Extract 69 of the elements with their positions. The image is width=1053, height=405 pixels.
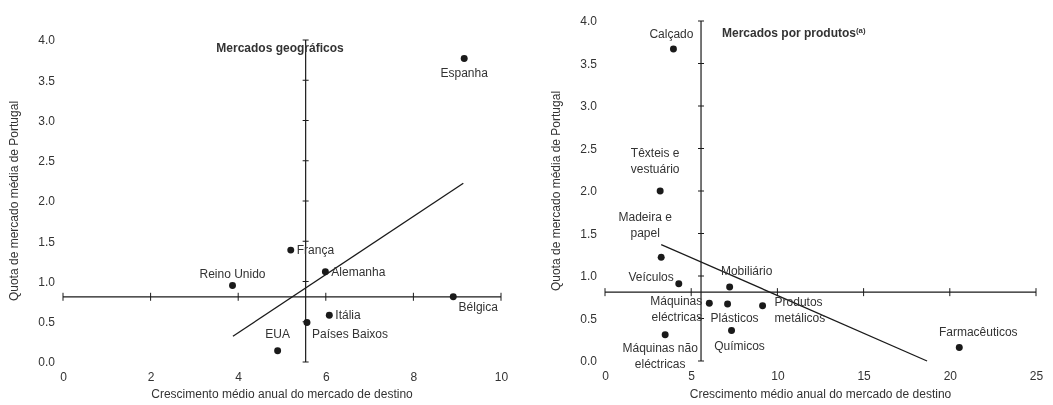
y-tick-label: 3.0 xyxy=(38,113,56,128)
y-tick-label: 0.5 xyxy=(38,315,56,330)
y-tick-label: 4.0 xyxy=(38,33,56,48)
annotation: Calçado xyxy=(649,27,694,42)
y-tick-label: 4.0 xyxy=(580,14,598,29)
annotation: Espanha xyxy=(440,65,489,80)
x-tick-label: 0 xyxy=(602,368,610,383)
x-tick-label: 4 xyxy=(235,369,243,384)
point xyxy=(661,331,669,339)
point xyxy=(669,45,677,53)
point xyxy=(229,282,236,289)
y-tick-label: 1.0 xyxy=(38,274,56,289)
annotation: Países Baixos xyxy=(311,326,389,341)
y-tick-label: 2.0 xyxy=(38,194,56,209)
y-tick-label: 0.5 xyxy=(580,311,598,326)
point xyxy=(955,343,963,351)
y-tick-label: 2.5 xyxy=(38,154,56,169)
annotation: Plásticos xyxy=(710,311,759,326)
annotation: Madeira e papel xyxy=(618,210,673,241)
annotation: Veículos xyxy=(628,269,674,284)
point xyxy=(303,319,311,327)
point xyxy=(657,253,665,261)
point xyxy=(728,326,736,334)
x-tick-label: 2 xyxy=(147,369,155,384)
x-tick-label: 6 xyxy=(322,369,330,384)
annotation: Farmacêuticos xyxy=(938,325,1018,340)
annotation: Têxteis e vestuário xyxy=(630,146,680,176)
x-tick-label: 8 xyxy=(410,369,418,384)
y-axis-title: Quota de mercado média de Portugal xyxy=(549,90,563,292)
annotation: Mobiliário xyxy=(720,264,773,279)
point xyxy=(460,55,468,62)
point xyxy=(325,311,333,319)
x-tick-label: 10 xyxy=(494,369,509,384)
y-tick-label: 1.0 xyxy=(580,269,598,284)
y-tick-label: 2.0 xyxy=(580,184,598,199)
y-tick-label: 0.0 xyxy=(580,354,598,369)
x-tick-label: 10 xyxy=(771,368,785,383)
point xyxy=(274,347,282,355)
y-tick-label: 3.5 xyxy=(580,56,598,71)
annotation: Bélgica xyxy=(458,299,499,314)
annotation: Reino Unido xyxy=(199,266,266,281)
y-tick-label: 2.5 xyxy=(580,141,598,156)
annotation: Itália xyxy=(335,308,361,323)
x-axis-title: Crescimento médio anual do mercado de destino xyxy=(689,387,952,401)
x-axis-title: Crescimento médio anual do mercado de destino xyxy=(151,387,414,401)
x-tick-label: 15 xyxy=(857,368,872,383)
chart-title: Mercados por produtos$^{(a)}$ xyxy=(722,25,866,40)
point xyxy=(705,299,713,307)
point xyxy=(726,283,734,291)
y-axis-title: Quota de mercado média de Portugal xyxy=(7,100,21,302)
point xyxy=(724,300,732,308)
annotation: Químicos xyxy=(714,339,765,354)
x-tick-label: 5 xyxy=(688,368,696,383)
x-tick-label: 20 xyxy=(943,368,958,383)
y-tick-label: 0.0 xyxy=(38,355,56,370)
y-tick-label: 1.5 xyxy=(580,226,598,241)
y-tick-label: 1.5 xyxy=(38,234,56,249)
point xyxy=(656,187,664,195)
point xyxy=(287,246,295,254)
point xyxy=(759,302,767,310)
point xyxy=(449,293,457,301)
y-tick-label: 3.5 xyxy=(38,73,56,88)
x-tick-label: 25 xyxy=(1029,368,1044,383)
x-tick-label: 0 xyxy=(60,369,68,384)
y-tick-label: 3.0 xyxy=(580,99,598,114)
annotation: Máquinas não eléctricas xyxy=(622,340,699,371)
annotation: Alemanha xyxy=(331,264,386,279)
annotation: EUA xyxy=(265,326,290,341)
point xyxy=(675,280,683,288)
